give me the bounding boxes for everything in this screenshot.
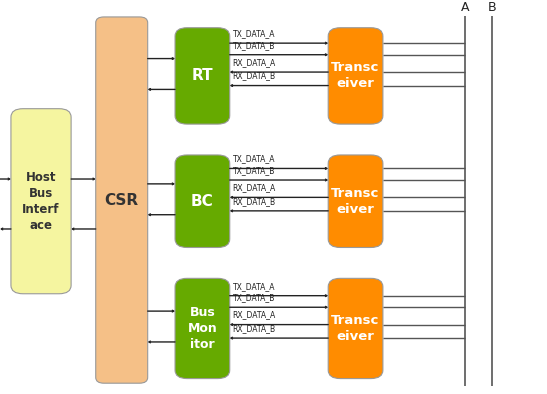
Text: RT: RT [191, 69, 213, 84]
Text: TX_DATA_B: TX_DATA_B [232, 293, 275, 302]
FancyBboxPatch shape [11, 109, 71, 294]
Text: A: A [461, 1, 469, 14]
Text: BC: BC [191, 194, 214, 209]
Text: TX_DATA_A: TX_DATA_A [232, 154, 275, 164]
FancyBboxPatch shape [328, 155, 383, 247]
Text: RX_DATA_A: RX_DATA_A [232, 310, 276, 320]
Text: Transc
eiver: Transc eiver [331, 61, 380, 90]
Text: Transc
eiver: Transc eiver [331, 187, 380, 216]
Text: TX_DATA_B: TX_DATA_B [232, 41, 275, 50]
Text: TX_DATA_A: TX_DATA_A [232, 282, 275, 291]
FancyBboxPatch shape [328, 28, 383, 124]
FancyBboxPatch shape [175, 278, 230, 379]
FancyBboxPatch shape [175, 155, 230, 247]
Text: RX_DATA_A: RX_DATA_A [232, 58, 276, 67]
Text: TX_DATA_B: TX_DATA_B [232, 166, 275, 175]
Text: RX_DATA_B: RX_DATA_B [232, 197, 276, 206]
FancyBboxPatch shape [96, 17, 148, 383]
Text: TX_DATA_A: TX_DATA_A [232, 29, 275, 38]
Text: RX_DATA_B: RX_DATA_B [232, 72, 276, 80]
Text: Host
Bus
Interf
ace: Host Bus Interf ace [22, 171, 60, 232]
Text: Bus
Mon
itor: Bus Mon itor [188, 306, 217, 351]
Text: Transc
eiver: Transc eiver [331, 314, 380, 343]
FancyBboxPatch shape [175, 28, 230, 124]
Text: RX_DATA_B: RX_DATA_B [232, 324, 276, 333]
Text: B: B [488, 1, 497, 14]
FancyBboxPatch shape [328, 278, 383, 379]
Text: CSR: CSR [104, 193, 139, 208]
Text: RX_DATA_A: RX_DATA_A [232, 183, 276, 192]
